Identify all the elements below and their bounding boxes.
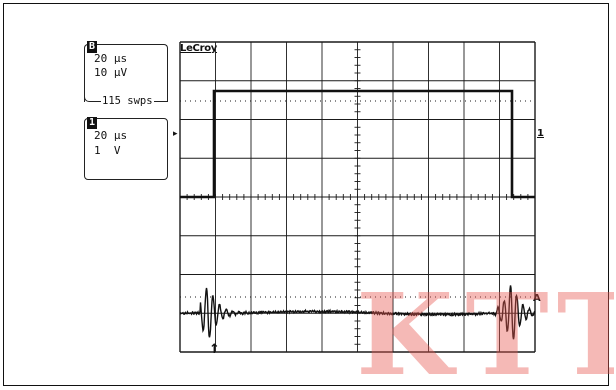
channel-1-timebase: 20 μs <box>94 129 128 142</box>
lecroy-brand-label: LeCroy <box>180 43 218 54</box>
channel-1-pulse-trace <box>180 89 535 199</box>
channel-b-badge: B <box>87 41 97 53</box>
channel-1-info-panel <box>84 118 168 180</box>
watermark: KTT <box>356 282 614 390</box>
channel-b-sweep-count: 115 swps <box>101 95 154 107</box>
reference-dotted-lines <box>180 100 535 298</box>
channel-b-info-panel <box>84 44 168 102</box>
channel-1-volts-per-div: 1 V <box>94 144 121 157</box>
channel-b-right-marker: A <box>533 293 541 304</box>
watermark-text: KTT <box>356 282 614 390</box>
channel-1-right-marker: 1 <box>537 128 544 139</box>
trigger-level-marker: ▸ <box>173 129 178 139</box>
screenshot-frame <box>3 3 609 386</box>
graticule-center-ticks <box>186 49 529 345</box>
channel-b-volts-per-div: 10 μV <box>94 66 128 79</box>
channel-b-averaged-trace <box>179 285 536 340</box>
channel-b-timebase: 20 μs <box>94 52 128 65</box>
channel-1-badge: 1 <box>87 117 97 129</box>
trigger-position-arrow-icon: ↑ <box>209 342 220 357</box>
channel-b-panel-corner <box>84 94 98 102</box>
